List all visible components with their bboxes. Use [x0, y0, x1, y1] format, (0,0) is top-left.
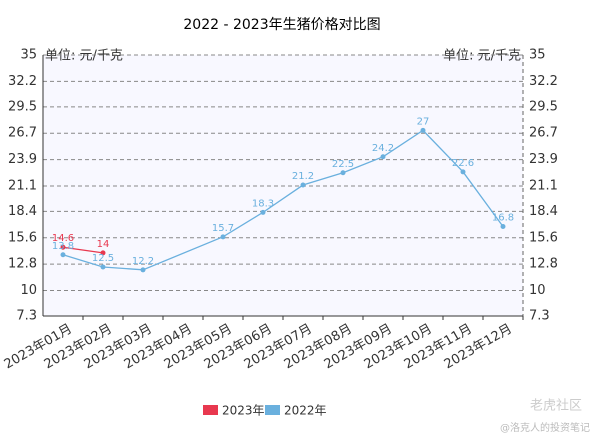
point	[60, 252, 66, 258]
watermark: 老虎社区	[530, 398, 582, 414]
y-tick-label: 23.9	[8, 152, 37, 167]
y-tick-label: 26.7	[8, 126, 37, 141]
value-label: 13.8	[52, 241, 74, 252]
y2-axis-label: 单位: 元/千克	[443, 49, 521, 64]
point	[300, 182, 306, 188]
point	[420, 127, 426, 133]
y2-tick-label: 23.9	[529, 152, 558, 167]
value-label: 15.7	[212, 223, 234, 234]
y-axis-label: 单位: 元/千克	[45, 49, 123, 64]
y2-tick-label: 10	[529, 283, 546, 298]
point	[100, 250, 106, 256]
y-tick-label: 18.4	[8, 204, 37, 219]
point	[460, 169, 466, 175]
y-tick-label: 12.8	[8, 257, 37, 272]
value-label: 24.2	[372, 143, 394, 154]
value-label: 22.6	[452, 158, 474, 169]
y-tick-label: 32.2	[8, 74, 37, 89]
y-tick-label: 10	[20, 283, 37, 298]
value-label: 12.2	[132, 256, 154, 267]
legend-swatch	[203, 405, 218, 415]
y2-tick-label: 26.7	[529, 126, 558, 141]
y2-tick-label: 29.5	[529, 99, 558, 114]
point	[100, 264, 106, 270]
value-label: 14	[97, 239, 110, 250]
value-label: 16.8	[492, 212, 514, 223]
y-tick-label: 29.5	[8, 99, 37, 114]
y2-tick-label: 35	[529, 48, 546, 63]
y2-tick-label: 12.8	[529, 257, 558, 272]
point	[220, 234, 226, 240]
y-tick-label: 21.1	[8, 178, 37, 193]
point	[140, 267, 146, 273]
value-label: 22.5	[332, 159, 354, 170]
value-label: 12.5	[92, 253, 114, 264]
point	[380, 154, 386, 160]
value-label: 27	[417, 116, 430, 127]
y-tick-label: 35	[20, 48, 37, 63]
series-line	[62, 246, 104, 254]
chart-title: 2022 - 2023年生猪价格对比图	[183, 17, 380, 33]
y2-tick-label: 18.4	[529, 204, 558, 219]
y2-tick-label: 7.3	[529, 309, 550, 324]
y2-tick-label: 15.6	[529, 230, 558, 245]
legend-label: 2022年	[284, 404, 327, 418]
legend-label: 2023年	[222, 404, 265, 418]
point	[260, 209, 266, 215]
value-label: 21.2	[292, 171, 314, 182]
value-label: 14.6	[52, 233, 74, 244]
value-label: 18.3	[252, 198, 274, 209]
point	[340, 170, 346, 176]
y-tick-label: 7.3	[16, 309, 37, 324]
y2-tick-label: 32.2	[529, 74, 558, 89]
watermark: @洛克人的投资笔记	[500, 421, 590, 434]
point	[60, 244, 66, 250]
point	[500, 223, 506, 229]
y-tick-label: 15.6	[8, 230, 37, 245]
y2-tick-label: 21.1	[529, 178, 558, 193]
legend-swatch	[265, 405, 280, 415]
